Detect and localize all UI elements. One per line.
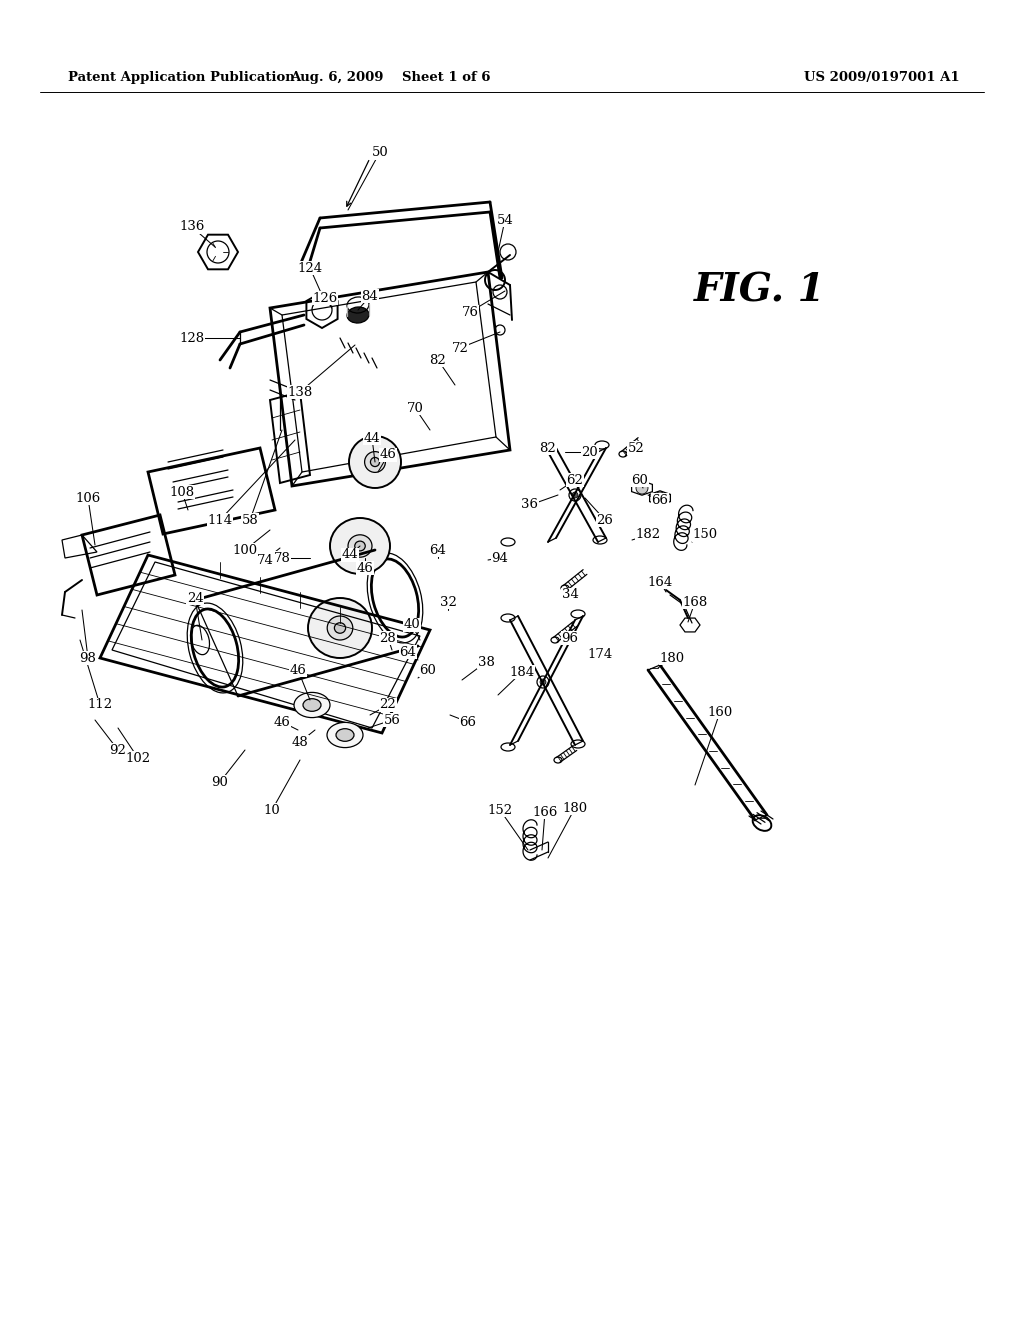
Text: 152: 152 [487, 804, 513, 817]
Text: 184: 184 [509, 665, 535, 678]
Ellipse shape [308, 598, 372, 657]
Text: 74: 74 [257, 553, 273, 566]
Text: 72: 72 [452, 342, 468, 355]
Text: 50: 50 [372, 145, 388, 158]
Text: 24: 24 [186, 591, 204, 605]
Text: 180: 180 [659, 652, 685, 664]
Ellipse shape [354, 541, 366, 550]
Text: 76: 76 [462, 305, 478, 318]
Text: 106: 106 [76, 491, 100, 504]
Text: Aug. 6, 2009    Sheet 1 of 6: Aug. 6, 2009 Sheet 1 of 6 [290, 71, 490, 84]
Text: 44: 44 [342, 549, 358, 561]
Ellipse shape [303, 698, 321, 711]
Circle shape [540, 678, 546, 685]
Text: Patent Application Publication: Patent Application Publication [68, 71, 295, 84]
Text: 84: 84 [361, 289, 379, 302]
Text: 62: 62 [566, 474, 584, 487]
Text: 168: 168 [682, 595, 708, 609]
Ellipse shape [328, 616, 353, 640]
Text: 96: 96 [561, 631, 579, 644]
Text: 136: 136 [179, 220, 205, 234]
Text: 40: 40 [403, 619, 421, 631]
Text: 66: 66 [460, 715, 476, 729]
Text: 46: 46 [380, 449, 396, 462]
Text: 46: 46 [273, 715, 291, 729]
Text: 46: 46 [290, 664, 306, 676]
Ellipse shape [347, 308, 369, 323]
Text: 108: 108 [169, 486, 195, 499]
Text: 46: 46 [356, 561, 374, 574]
Ellipse shape [348, 535, 372, 557]
Text: 160: 160 [708, 705, 732, 718]
Ellipse shape [335, 623, 346, 634]
Ellipse shape [371, 458, 380, 466]
Text: 164: 164 [647, 576, 673, 589]
Circle shape [654, 492, 666, 504]
Text: 114: 114 [208, 513, 232, 527]
Circle shape [636, 482, 648, 494]
Text: 64: 64 [399, 645, 417, 659]
Text: 70: 70 [407, 401, 424, 414]
Text: 150: 150 [692, 528, 718, 541]
Text: 56: 56 [384, 714, 400, 726]
Text: 138: 138 [288, 385, 312, 399]
Text: 22: 22 [380, 698, 396, 711]
Ellipse shape [336, 729, 354, 742]
Ellipse shape [327, 722, 362, 747]
Text: 28: 28 [380, 631, 396, 644]
Text: 48: 48 [292, 735, 308, 748]
Text: 50: 50 [370, 147, 386, 160]
Text: 54: 54 [497, 214, 513, 227]
Text: US 2009/0197001 A1: US 2009/0197001 A1 [805, 71, 961, 84]
Text: 92: 92 [110, 743, 126, 756]
Circle shape [572, 492, 578, 498]
Text: FIG. 1: FIG. 1 [694, 271, 825, 309]
Text: 94: 94 [492, 552, 509, 565]
Text: 128: 128 [179, 331, 205, 345]
Text: 52: 52 [628, 441, 644, 454]
Text: 20: 20 [582, 446, 598, 458]
Text: 60: 60 [420, 664, 436, 676]
Text: 38: 38 [477, 656, 495, 668]
Text: 44: 44 [364, 432, 380, 445]
Text: 36: 36 [521, 499, 539, 511]
Text: 34: 34 [561, 589, 579, 602]
Text: 102: 102 [125, 751, 151, 764]
Text: 98: 98 [80, 652, 96, 664]
Text: 32: 32 [439, 595, 457, 609]
Text: 112: 112 [87, 698, 113, 711]
Ellipse shape [294, 693, 330, 718]
Text: 180: 180 [562, 801, 588, 814]
Text: 64: 64 [429, 544, 446, 557]
Text: 82: 82 [430, 354, 446, 367]
Text: 126: 126 [312, 292, 338, 305]
Text: 90: 90 [212, 776, 228, 788]
Text: 78: 78 [273, 552, 291, 565]
Text: 26: 26 [597, 513, 613, 527]
Text: 166: 166 [532, 805, 558, 818]
Text: 60: 60 [632, 474, 648, 487]
Text: 58: 58 [242, 513, 258, 527]
Text: 10: 10 [263, 804, 281, 817]
Text: 66: 66 [651, 494, 669, 507]
Text: 82: 82 [540, 441, 556, 454]
Ellipse shape [330, 517, 390, 574]
Text: 124: 124 [297, 261, 323, 275]
Text: 182: 182 [636, 528, 660, 541]
Text: 174: 174 [588, 648, 612, 661]
Ellipse shape [365, 451, 385, 473]
Text: 100: 100 [232, 544, 258, 557]
Ellipse shape [349, 436, 401, 488]
